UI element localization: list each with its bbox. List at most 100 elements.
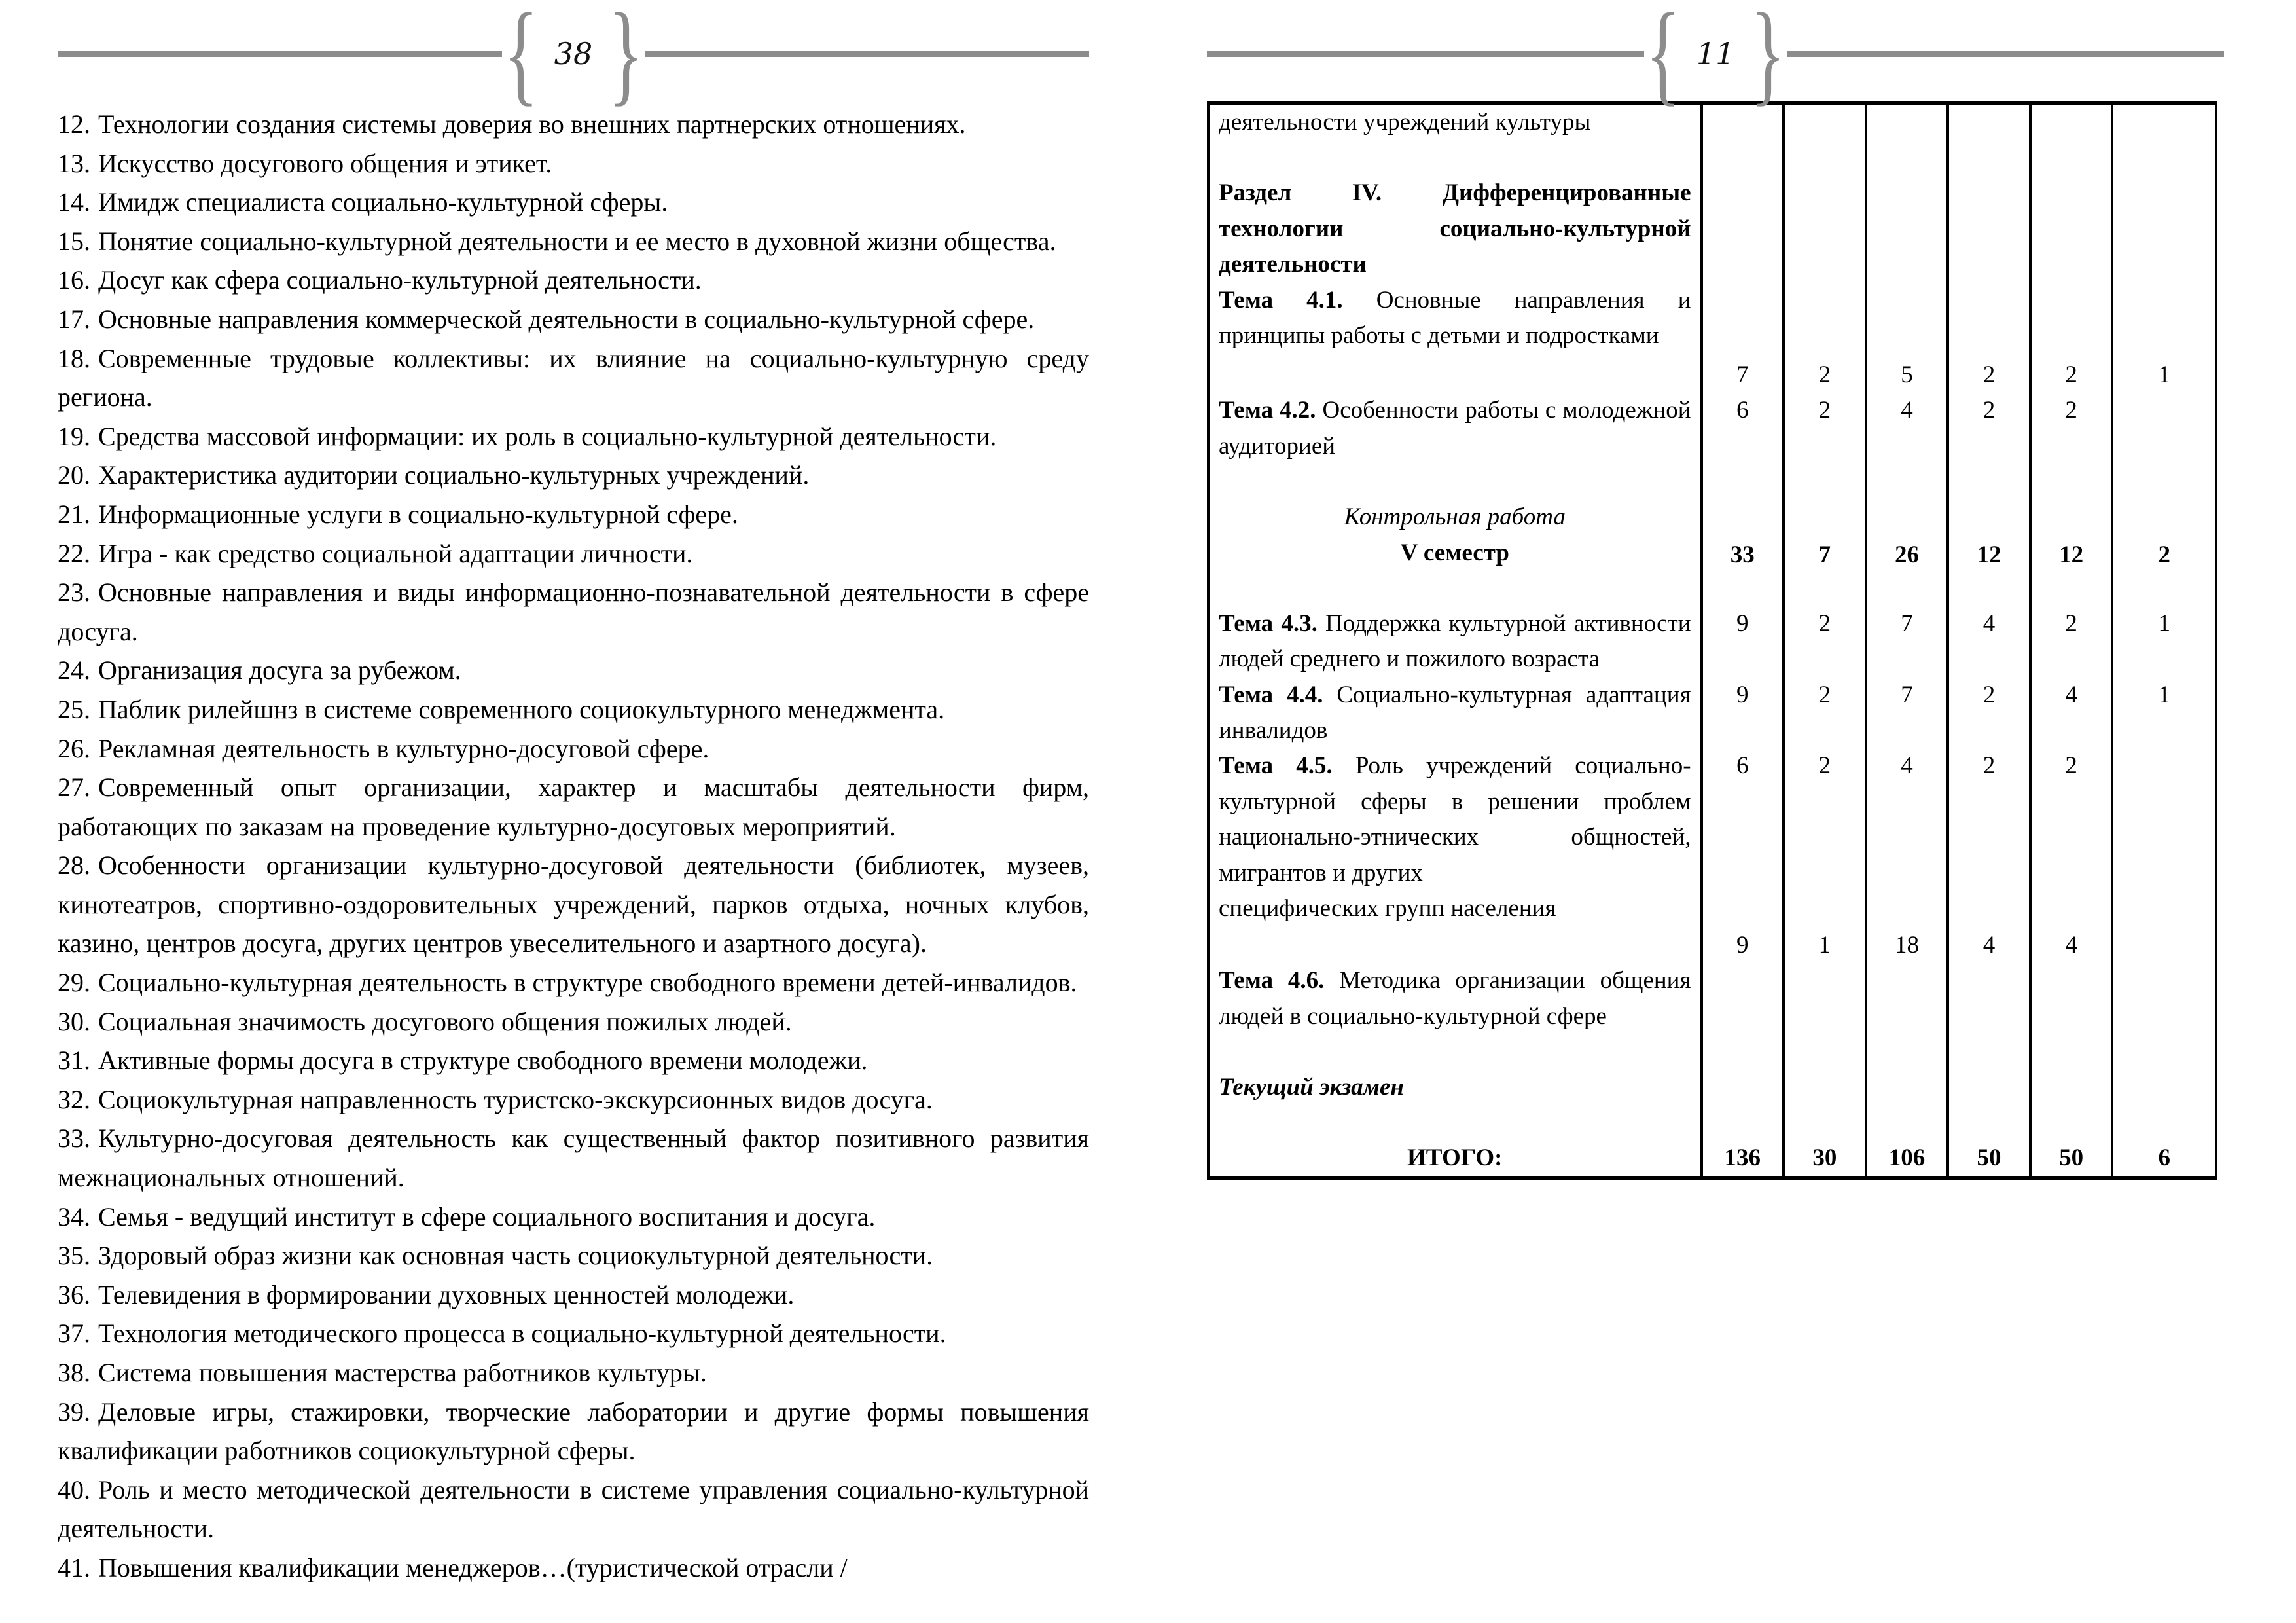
- value-hours-lectures: 2: [1818, 361, 1831, 388]
- list-item-text: Досуг как сфера социально-культурной дея…: [98, 265, 702, 295]
- cell-total-hours-lectures: 30: [1782, 1105, 1867, 1178]
- table-row: Тема 4.6. Методика организации общения л…: [1207, 963, 2217, 1106]
- topic-44-text: Социально-культурная адаптация инвалидов: [1219, 681, 1691, 744]
- table-row: деятельности учреждений культуры Раздел …: [1207, 103, 2217, 393]
- header-rule-right: [645, 50, 1090, 57]
- list-item-number: 15.: [58, 226, 90, 256]
- list-item-text: Система повышения мастерства работников …: [98, 1358, 707, 1387]
- list-item: 31. Активные формы досуга в структуре сво…: [58, 1041, 1089, 1080]
- cell-topic-title: Тема 4.4. Социально-культурная адаптация…: [1207, 677, 1703, 749]
- list-item-text: Социокультурная направленность туристско…: [98, 1084, 933, 1114]
- value-hours-total: 7: [1736, 361, 1749, 388]
- list-item-number: 21.: [58, 499, 90, 529]
- cell-total-hours-selfstudy: 50: [2028, 1105, 2114, 1178]
- list-item: 38. Система повышения мастерства работник…: [58, 1353, 1089, 1393]
- value-hours-selfstudy: 12: [2059, 541, 2084, 569]
- value-hours-seminars: 2: [1982, 752, 1996, 780]
- list-item: 16. Досуг как сфера социально-культурной …: [58, 261, 1089, 300]
- cell-topic-title: Тема 4.5. Роль учреждений социально-куль…: [1207, 748, 1703, 964]
- left-page-running-head: { 38 }: [58, 0, 1090, 117]
- list-item-text: Рекламная деятельность в культурно-досуг…: [98, 733, 709, 763]
- cell-hours-selfstudy: 4: [2028, 677, 2114, 749]
- value-hours-lectures: 2: [1818, 752, 1831, 780]
- table-row: Тема 4.4. Социально-культурная адаптация…: [1207, 677, 2217, 749]
- list-item-text: Деловые игры, стажировки, творческие лаб…: [58, 1396, 1089, 1466]
- cell-hours-selfstudy: [2028, 963, 2114, 1106]
- list-item-text: Паблик рилейшнз в системе современного с…: [98, 694, 945, 724]
- cell-hours-seminars: 2 4: [1946, 748, 2032, 964]
- header-rule-left: [1207, 50, 1644, 57]
- list-item: 26. Рекламная деятельность в культурно-до…: [58, 729, 1089, 769]
- right-page: { 11 } деятельности учреждений культуры …: [1148, 0, 2296, 1623]
- cell-total-label: ИТОГО:: [1207, 1105, 1703, 1178]
- list-item-text: Роль и место методической деятельности в…: [58, 1474, 1089, 1544]
- cell-hours-control: 1: [2111, 103, 2217, 393]
- list-item-number: 41.: [58, 1552, 90, 1582]
- list-item: 18. Современные трудовые коллективы: их в…: [58, 339, 1089, 417]
- value-hours-selfstudy-2: 4: [2065, 931, 2077, 958]
- question-list: 12. Технологии создания системы доверия в…: [58, 105, 1089, 1588]
- list-item-text: Особенности организации культурно-досуго…: [58, 850, 1089, 958]
- table-row: Контрольная работа V семестр 33 7 26 12 …: [1207, 464, 2217, 606]
- curriculum-plan-table: деятельности учреждений культуры Раздел …: [1207, 101, 2217, 1180]
- cell-topic-title: Тема 4.3. Поддержка культурной активност…: [1207, 606, 1703, 678]
- list-item-text: Семья - ведущий институт в сфере социаль…: [98, 1201, 876, 1231]
- list-item-text: Основные направления коммерческой деятел…: [98, 304, 1035, 334]
- list-item-text: Активные формы досуга в структуре свобод…: [98, 1046, 868, 1076]
- cell-hours-selfstudy: 2: [2028, 103, 2114, 393]
- value-total-practice: 106: [1888, 1144, 1926, 1172]
- list-item: 41. Повышения квалификации менеджеров…(ту…: [58, 1548, 1089, 1588]
- list-item: 40. Роль и место методической деятельност…: [58, 1470, 1089, 1548]
- header-rule-left: [58, 50, 502, 57]
- value-hours-selfstudy: 2: [2065, 752, 2077, 780]
- topic-45-label: Тема 4.5.: [1219, 752, 1333, 780]
- list-item-number: 17.: [58, 304, 90, 334]
- list-item-text: Социально-культурная деятельность в стру…: [98, 968, 1077, 998]
- value-hours-lectures-2: 1: [1818, 931, 1831, 958]
- paragraph-spacer: [1219, 1034, 1691, 1070]
- topic-45-text: Роль учреждений социально-культурной сфе…: [1219, 752, 1691, 886]
- value-hours-total-2: 9: [1736, 931, 1749, 958]
- cell-hours-lectures: 2 1: [1782, 748, 1867, 964]
- value-hours-total: 6: [1736, 752, 1749, 780]
- list-item-number: 18.: [58, 343, 90, 373]
- topic-43-line: Тема 4.3. Поддержка культурной активност…: [1219, 606, 1691, 678]
- list-item: 12. Технологии создания системы доверия в…: [58, 105, 1089, 144]
- list-item-number: 22.: [58, 538, 90, 568]
- topic-41-label: Тема 4.1.: [1219, 286, 1343, 314]
- semester-label: V семестр: [1400, 539, 1509, 566]
- cell-total-hours-seminars: 50: [1946, 1105, 2032, 1178]
- cell-hours-control: [2111, 748, 2217, 964]
- cell-hours-seminars: 2: [1946, 393, 2032, 465]
- list-item-text: Современный опыт организации, характер и…: [58, 773, 1089, 841]
- list-item-number: 40.: [58, 1474, 90, 1504]
- cell-hours-practice: 7: [1864, 677, 1950, 749]
- list-item-text: Информационные услуги в социально-культу…: [98, 499, 738, 529]
- list-item: 37. Технология методического процесса в с…: [58, 1314, 1089, 1353]
- cell-hours-control: 1: [2111, 606, 2217, 678]
- cell-hours-seminars: [1946, 963, 2032, 1106]
- topic-46-text: Методика организации общения людей в соц…: [1219, 967, 1691, 1030]
- cell-hours-practice: 4 18: [1864, 748, 1950, 964]
- list-item-number: 16.: [58, 265, 90, 295]
- list-item-text: Искусство досугового общения и этикет.: [98, 148, 552, 178]
- cell-hours-seminars: 12: [1946, 464, 2032, 606]
- value-hours-total: 33: [1730, 541, 1755, 569]
- topic-43-label: Тема 4.3.: [1219, 610, 1318, 637]
- cell-hours-practice: 7: [1864, 606, 1950, 678]
- cell-hours-total: 9: [1700, 606, 1785, 678]
- table-row: Тема 4.5. Роль учреждений социально-куль…: [1207, 748, 2217, 964]
- current-exam-note: Текущий экзамен: [1219, 1073, 1404, 1101]
- cell-hours-seminars: 2: [1946, 103, 2032, 393]
- list-item-number: 30.: [58, 1006, 90, 1036]
- list-item: 17. Основные направления коммерческой дея…: [58, 300, 1089, 339]
- list-item: 25. Паблик рилейшнз в системе современног…: [58, 690, 1089, 729]
- cell-hours-selfstudy: 2: [2028, 393, 2114, 465]
- cell-hours-lectures: 2: [1782, 677, 1867, 749]
- list-item: 28. Особенности организации культурно-дос…: [58, 846, 1089, 963]
- list-item-number: 35.: [58, 1241, 90, 1271]
- cell-hours-selfstudy: 2: [2028, 606, 2114, 678]
- list-item-number: 29.: [58, 968, 90, 998]
- list-item-text: Социальная значимость досугового общения…: [98, 1006, 792, 1036]
- cell-semester-summary: Контрольная работа V семестр: [1207, 464, 1703, 606]
